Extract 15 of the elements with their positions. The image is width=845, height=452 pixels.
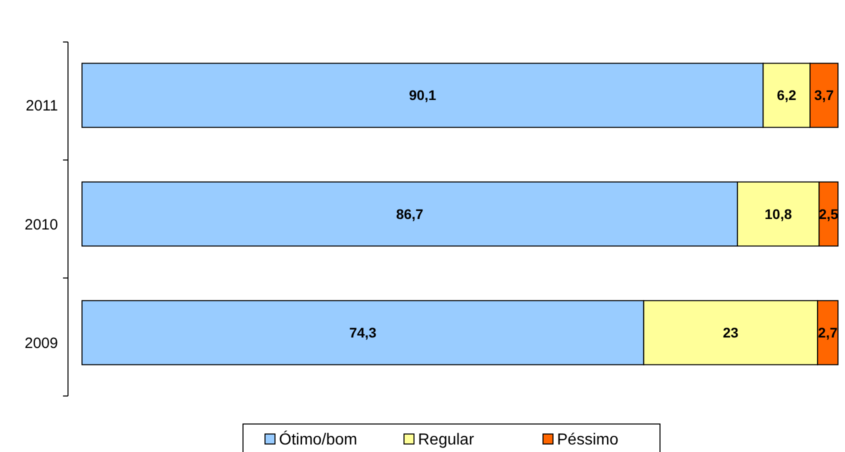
- legend-label: Regular: [418, 432, 475, 449]
- legend-label: Péssimo: [557, 432, 618, 449]
- data-label: 23: [722, 324, 739, 341]
- data-label: 90,1: [408, 87, 436, 104]
- y-tick-label: 2010: [24, 216, 58, 234]
- data-label: 74,3: [349, 324, 377, 341]
- data-label: 3,7: [814, 87, 834, 104]
- data-label: 10,8: [764, 206, 792, 222]
- data-label: 2,5: [818, 206, 838, 222]
- y-tick-label: 2009: [24, 334, 58, 352]
- legend-label: Ótimo/bom: [279, 430, 358, 449]
- data-label: 6,2: [776, 87, 797, 104]
- data-label: 86,7: [396, 206, 424, 222]
- y-tick-label: 2011: [26, 98, 58, 115]
- data-label: 2,7: [818, 324, 838, 341]
